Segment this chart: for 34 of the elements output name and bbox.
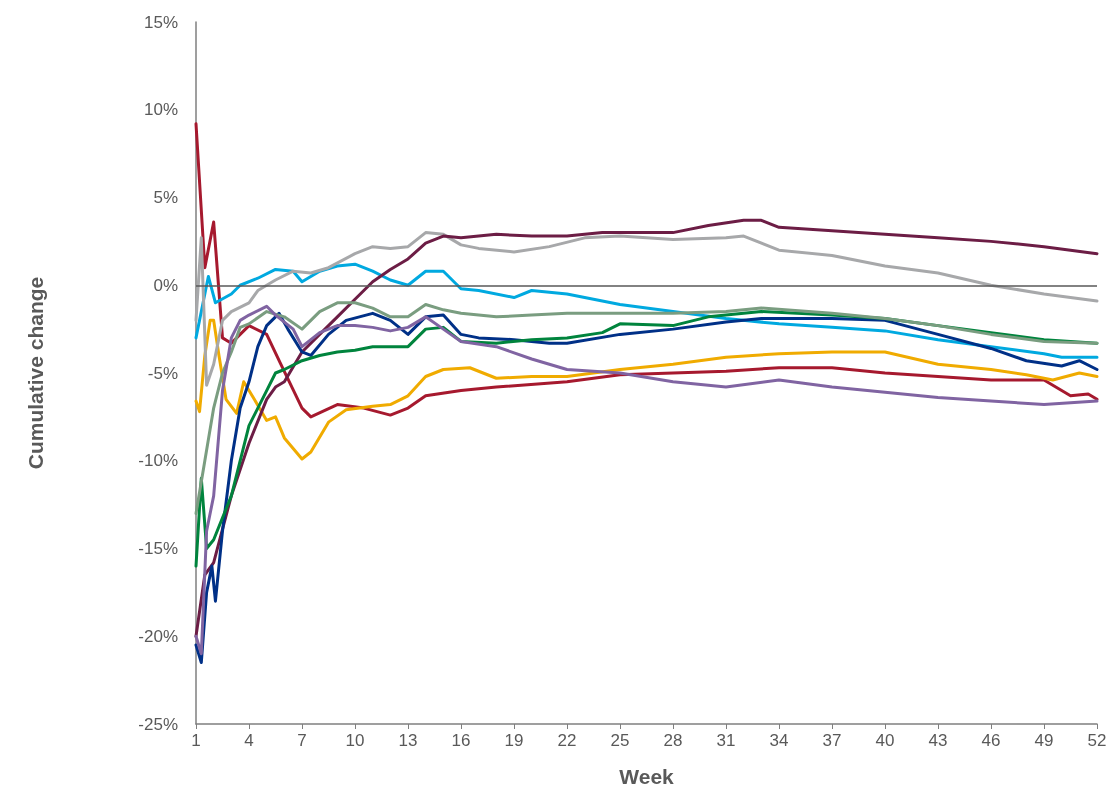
y-tick-label: -10% — [138, 451, 178, 471]
x-tick-label: 10 — [345, 731, 365, 750]
x-tick-label: 49 — [1034, 731, 1054, 750]
line-series — [194, 122, 1099, 419]
x-tick-label: 16 — [451, 731, 471, 750]
line-series — [194, 318, 1099, 461]
line-series — [194, 231, 1099, 387]
line-series — [194, 301, 1099, 515]
x-tick-label: 22 — [557, 731, 577, 750]
x-tick-label: 7 — [297, 731, 307, 750]
x-tick-label: 19 — [504, 731, 524, 750]
y-tick-label: 5% — [153, 188, 178, 207]
x-tick-label: 25 — [610, 731, 630, 750]
y-tick-label: 0% — [153, 275, 178, 295]
y-tick-label: -25% — [138, 714, 178, 734]
x-tick-label: 28 — [663, 731, 683, 750]
x-tick-label: 13 — [398, 731, 418, 750]
x-axis-title: Week — [619, 765, 675, 788]
y-tick-label: 15% — [143, 12, 178, 32]
y-axis-title: Cumulative change — [24, 276, 47, 470]
x-tick-label: 4 — [244, 731, 254, 750]
x-tick-label: 37 — [822, 731, 842, 750]
x-tick-label: 34 — [769, 731, 789, 750]
line-series — [194, 218, 1099, 638]
y-tick-label: -5% — [147, 363, 178, 383]
x-tick-label: 52 — [1087, 731, 1107, 750]
x-tick-label: 31 — [716, 731, 736, 750]
x-tick-label: 40 — [875, 731, 895, 750]
y-tick-label: -20% — [138, 626, 178, 646]
y-tick-label: 10% — [143, 100, 178, 120]
x-tick-label: 43 — [928, 731, 948, 750]
x-tick-label: 46 — [981, 731, 1001, 750]
x-tick-label: 1 — [191, 731, 201, 750]
y-tick-label: -15% — [138, 539, 178, 558]
